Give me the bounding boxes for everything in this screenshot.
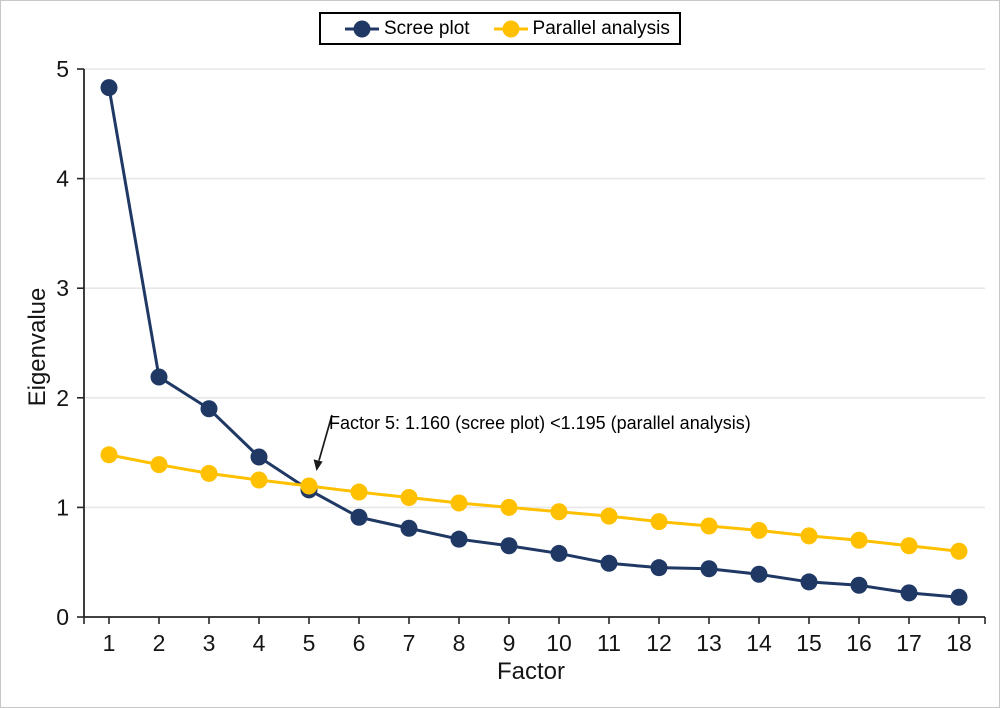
data-point [700,560,718,578]
y-tick-label: 3 [56,275,69,301]
data-point [900,584,918,602]
y-tick-label: 4 [56,166,69,192]
chart-legend: Scree plot Parallel analysis [319,12,681,45]
data-point [450,494,468,512]
data-point [150,456,168,474]
data-point [400,519,418,537]
data-point [750,565,768,583]
x-tick-label: 8 [453,630,466,656]
data-point [850,531,868,549]
legend-item-parallel-analysis: Parallel analysis [493,18,670,40]
annotation-arrow-line [318,414,333,461]
series-line-1 [108,453,960,553]
data-point [850,576,868,594]
gridlines [84,68,985,509]
data-point [800,527,818,545]
x-tick-label: 7 [403,630,416,656]
x-tick-label: 5 [303,630,316,656]
data-point [650,513,668,531]
x-tick-label: 4 [253,630,266,656]
x-tick-label: 12 [646,630,672,656]
data-point [250,471,268,489]
x-tick-label: 3 [203,630,216,656]
data-point [400,489,418,507]
data-point [350,483,368,501]
data-point [200,400,218,418]
parallel-analysis-line-marker-icon [493,20,528,37]
data-point [550,503,568,521]
data-point [800,573,818,591]
y-axis-title: Eigenvalue [24,288,51,407]
data-point [900,537,918,555]
data-point [100,79,118,97]
y-tick-label: 2 [56,385,69,411]
annotation-arrowhead-icon [313,459,323,471]
x-tick-label: 17 [896,630,922,656]
series-line-0 [107,87,960,599]
data-point [750,521,768,539]
x-tick-label: 6 [353,630,366,656]
data-point [350,508,368,526]
scree-plot-line-marker-icon [345,20,379,37]
data-point [300,477,318,495]
x-tick-label: 2 [153,630,166,656]
data-point [650,559,668,577]
annotation-group: Factor 5: 1.160 (scree plot) <1.195 (par… [313,413,751,471]
data-point [600,554,618,572]
data-point [550,544,568,562]
annotation-text: Factor 5: 1.160 (scree plot) <1.195 (par… [329,413,751,433]
x-tick-label: 13 [696,630,722,656]
x-tick-label: 11 [597,630,621,656]
data-point [700,517,718,535]
x-tick-label: 15 [796,630,822,656]
y-tick-label: 1 [56,494,69,520]
axes [77,68,986,624]
data-point [500,498,518,516]
legend-item-scree-plot: Scree plot [345,18,470,40]
y-tick-label: 0 [56,604,69,630]
y-tick-label: 5 [56,56,69,82]
data-point [250,448,268,466]
data-point [150,368,168,386]
x-tick-label: 18 [946,630,972,656]
data-point [950,542,968,560]
x-tick-label: 16 [846,630,872,656]
x-tick-label: 14 [746,630,772,656]
legend-label-scree-plot: Scree plot [384,18,470,39]
data-point [500,537,518,555]
x-axis-title: Factor [497,658,565,685]
legend-label-parallel-analysis: Parallel analysis [532,18,670,39]
x-tick-label: 1 [103,630,116,656]
data-point [450,530,468,548]
x-tick-label: 10 [546,630,572,656]
data-point [200,464,218,482]
data-point [600,507,618,525]
x-tick-label: 9 [503,630,516,656]
data-point [100,446,118,464]
data-point [950,588,968,606]
data-series [100,79,968,606]
